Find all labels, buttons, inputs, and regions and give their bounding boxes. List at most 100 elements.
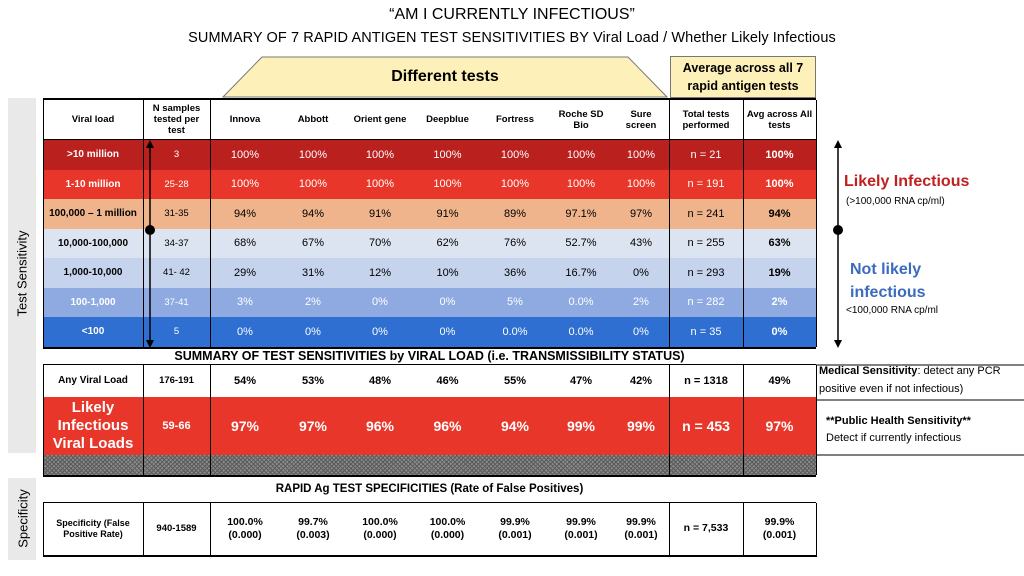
sensitivity-cell: 53% [301,374,325,387]
summary-title: SUMMARY OF TEST SENSITIVITIES by VIRAL L… [43,346,816,365]
sensitivity-cell: 100% [626,178,656,191]
average-cell: 99.9% (0.001) [743,503,816,555]
column-divider [210,100,211,142]
column-divider [743,228,744,258]
hatch-band [43,454,817,475]
table-row: 10,000-100,000 34-37 68% 67% 70% 62% 76% 52.7% 4… [43,228,817,258]
annotation-lines [816,364,1024,456]
average-cell: 2% [771,296,788,309]
column-divider [143,364,144,397]
column-divider [143,287,144,317]
column-divider [43,100,44,142]
average-cell: 94% [768,207,791,220]
column-divider [43,502,44,557]
table-row: 100-1,000 37-41 3% 2% 0% 0% 5% 0.0% 2% n = 282 2% [43,287,817,317]
sensitivity-cell: 2% [633,296,649,309]
column-divider [816,502,817,557]
column-divider [143,317,144,347]
viral-load-cell: Specificity (False Positive Rate) [56,517,130,539]
table-row: 1,000-10,000 41- 42 29% 31% 12% 10% 36% 16.7% 0%… [43,258,817,288]
false-positive-rate: (0.000) [228,528,262,541]
sensitivity-cell: 94% [233,207,257,220]
header-cell: Fortress [495,114,534,125]
column-divider [743,317,744,347]
not-likely-infectious-label: Not likely infectious [850,258,960,304]
specificity-value: 99.9% [566,515,596,528]
column-divider [743,287,744,317]
specificity-value: 99.9% [626,515,656,528]
column-divider [816,140,817,170]
column-divider [816,287,817,317]
sensitivity-cell: 100% [433,148,462,161]
column-divider [669,502,670,557]
sensitivity-cell: 100% [298,178,328,191]
false-positive-rate: (0.001) [564,528,598,541]
viral-load-cell: >10 million [67,149,119,161]
n-samples-cell: 3 [173,149,180,161]
column-divider [669,258,670,288]
column-divider [816,169,817,199]
column-divider [210,364,211,397]
column-divider [816,317,817,347]
sensitivity-cell: 100% [500,148,530,161]
likely-infectious-threshold: (>100,000 RNA cp/ml) [846,196,945,207]
sensitivity-cell: 100% [626,148,656,161]
sensitivity-cell: 46% [436,374,459,387]
sensitivity-cell: 100% [298,148,328,161]
different-tests-label: Different tests [391,68,499,85]
specificity-cell: 100.0% (0.000) [414,503,481,555]
column-divider [143,396,144,455]
sensitivity-cell: 12% [368,266,392,279]
sensitivity-cell: 0% [633,266,649,279]
column-divider [669,228,670,258]
total-tests-cell: n = 7,533 [683,522,729,534]
sensitivity-cell: 36% [503,266,527,279]
header-cell: Viral load [71,114,115,125]
header-cell: Total tests performed [682,108,730,131]
different-tests-trapezoid [222,56,668,98]
sensitivity-cell: 94% [301,207,325,220]
sensitivity-cell: 55% [503,374,527,387]
header-cell: Abbott [297,114,329,125]
column-divider [43,317,44,347]
sensitivity-cell: 68% [233,237,257,250]
likely-infectious-row: Likely Infectious Viral Loads 59-66 97% 97%… [43,396,817,455]
column-divider [143,140,144,170]
public-health-bold: **Public Health Sensitivity** [826,415,971,427]
sensitivity-side-label: Test Sensitivity [14,230,30,317]
false-positive-rate: (0.000) [363,528,397,541]
sensitivity-cell: 2% [305,296,321,309]
sensitivity-cell: 0% [439,296,456,309]
column-divider [743,199,744,229]
specificity-cell: 100.0% (0.000) [346,503,414,555]
sensitivity-cell: 47% [569,374,593,387]
sensitivity-cell: 0% [372,296,388,309]
n-samples-cell: 41- 42 [163,267,190,279]
likely-infectious-label: Likely Infectious [844,173,970,190]
public-health-sensitivity-note: **Public Health Sensitivity** Detect if c… [826,413,1022,447]
column-divider [43,364,44,397]
viral-load-cell: <100 [81,326,105,338]
column-divider [669,140,670,170]
specificity-value: 99.9% [500,515,530,528]
sensitivity-cell: 100% [500,178,530,191]
false-positive-rate: (0.001) [762,528,797,541]
sensitivity-cell: 100% [365,178,395,191]
sensitivity-cell: 43% [629,237,653,250]
column-divider [143,454,144,475]
sensitivity-cell: 100% [365,148,395,161]
column-divider [816,199,817,229]
total-tests-cell: n = 293 [687,266,725,279]
total-tests-cell: n = 241 [687,207,725,220]
sensitivity-cell: 3% [237,296,253,309]
sensitivity-cell: 0% [305,325,321,338]
n-samples-cell: 940-1589 [156,523,197,534]
n-samples-cell: 176-191 [159,375,194,386]
specificity-value: 100.0% [362,515,398,528]
table-row: 100,000 – 1 million 31-35 94% 94% 91% 91% 89% 9… [43,199,817,229]
header-cell: Roche SD Bio [558,108,604,131]
column-divider [210,317,211,347]
column-divider [210,199,211,229]
header-cell: N samples tested per test [152,103,201,136]
sensitivity-cell: 67% [301,237,325,250]
